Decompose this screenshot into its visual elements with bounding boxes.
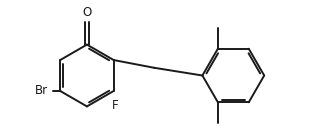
Text: F: F — [112, 99, 119, 112]
Text: Br: Br — [35, 84, 48, 97]
Text: O: O — [82, 6, 91, 19]
